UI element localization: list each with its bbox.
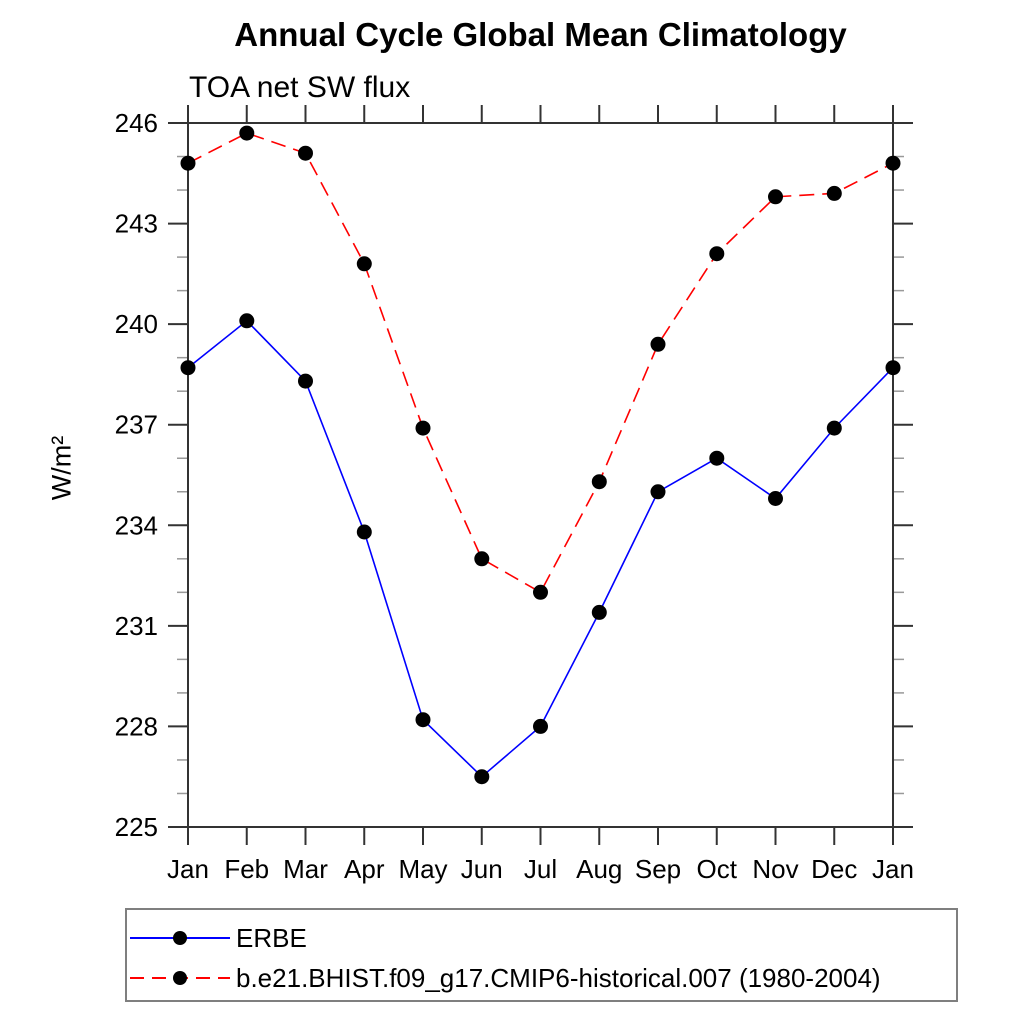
data-point-s1-Nov bbox=[768, 189, 783, 205]
y-tick-label: 234 bbox=[115, 510, 158, 540]
data-point-s0-Jul bbox=[533, 718, 548, 734]
y-tick-label: 228 bbox=[115, 711, 158, 741]
legend-line-sample bbox=[130, 971, 230, 985]
data-point-s0-Mar bbox=[298, 373, 313, 389]
data-point-s0-May bbox=[415, 712, 431, 728]
data-point-s1-Jul bbox=[533, 584, 548, 600]
legend-item-1: b.e21.BHIST.f09_g17.CMIP6-historical.007… bbox=[130, 963, 881, 993]
data-point-s0-Jan bbox=[885, 360, 901, 376]
x-tick-label: Jan bbox=[872, 854, 914, 884]
data-point-s1-Jan bbox=[885, 155, 901, 171]
legend-item-0: ERBE bbox=[130, 923, 307, 953]
data-point-s0-Dec bbox=[826, 420, 842, 436]
x-tick-label: Nov bbox=[752, 854, 798, 884]
legend-line-sample bbox=[130, 931, 230, 945]
series-line-0 bbox=[187, 319, 894, 778]
data-point-s1-Sep bbox=[650, 336, 666, 352]
y-tick-label: 246 bbox=[115, 108, 158, 138]
chart-subtitle: TOA net SW flux bbox=[189, 71, 411, 104]
data-point-s1-Aug bbox=[591, 474, 607, 490]
x-tick-label: Jan bbox=[167, 854, 209, 884]
y-tick-label: 243 bbox=[115, 209, 158, 239]
data-point-s1-Feb bbox=[239, 125, 255, 141]
data-point-s1-Apr bbox=[356, 256, 372, 272]
data-point-s1-May bbox=[415, 420, 431, 436]
x-tick-label: Mar bbox=[283, 854, 328, 884]
data-point-s0-Jun bbox=[474, 769, 490, 785]
data-point-s1-Jan bbox=[180, 155, 196, 171]
legend-label-0: ERBE bbox=[236, 922, 307, 953]
y-tick-label: 231 bbox=[115, 611, 158, 641]
y-tick-label: 237 bbox=[115, 410, 158, 440]
legend-label-1: b.e21.BHIST.f09_g17.CMIP6-historical.007… bbox=[236, 962, 881, 993]
data-point-s0-Feb bbox=[239, 313, 255, 329]
x-tick-label: Apr bbox=[344, 854, 385, 884]
data-point-s1-Dec bbox=[826, 185, 842, 201]
x-tick-label: Sep bbox=[635, 854, 681, 884]
legend: ERBE b.e21.BHIST.f09_g17.CMIP6-historical… bbox=[125, 908, 958, 1002]
axis-frame bbox=[187, 122, 894, 828]
data-point-s0-Aug bbox=[591, 604, 607, 620]
x-tick-label: Dec bbox=[811, 854, 857, 884]
data-point-s1-Oct bbox=[709, 246, 725, 262]
x-tick-label: Jun bbox=[461, 854, 503, 884]
data-point-s1-Mar bbox=[298, 145, 313, 161]
legend-marker-icon bbox=[173, 931, 187, 945]
x-tick-label: Jul bbox=[524, 854, 557, 884]
data-point-s0-Nov bbox=[768, 491, 783, 506]
y-tick-label: 240 bbox=[115, 309, 158, 339]
legend-marker-icon bbox=[173, 971, 187, 985]
data-point-s0-Oct bbox=[709, 450, 725, 466]
x-tick-label: Feb bbox=[224, 854, 269, 884]
y-tick-label: 225 bbox=[115, 812, 158, 842]
chart-title: Annual Cycle Global Mean Climatology bbox=[234, 16, 847, 53]
data-point-s0-Apr bbox=[356, 524, 372, 540]
x-tick-label: Oct bbox=[697, 854, 738, 884]
data-point-s0-Jan bbox=[180, 360, 196, 376]
data-point-s1-Jun bbox=[474, 551, 490, 567]
series-line-1 bbox=[187, 132, 894, 594]
data-point-s0-Sep bbox=[650, 484, 666, 500]
x-tick-label: May bbox=[398, 854, 447, 884]
x-tick-label: Aug bbox=[576, 854, 622, 884]
